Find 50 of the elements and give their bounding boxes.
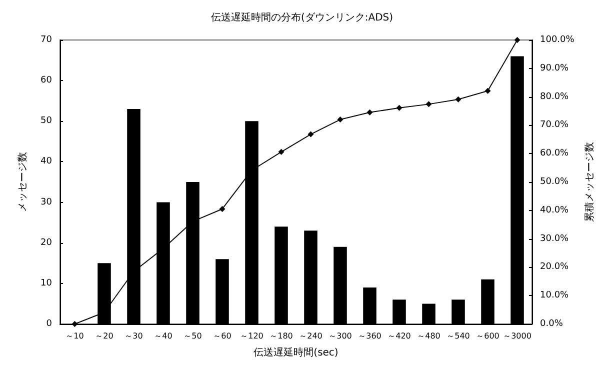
point	[455, 96, 462, 102]
y2-tick-label: 0.0%	[540, 319, 564, 329]
y2-tick-label: 80.0%	[540, 92, 570, 102]
x-tick-label: ～300	[328, 332, 352, 340]
y2-tick-label: 20.0%	[540, 262, 570, 272]
x-tick-label: ～600	[476, 332, 500, 340]
y-tick-label: 70	[40, 35, 52, 45]
x-tick-label: ～10	[66, 332, 84, 340]
y-tick-label: 0	[46, 319, 52, 329]
y2-tick-label: 70.0%	[540, 120, 570, 130]
y2-tick-label: 60.0%	[540, 148, 570, 159]
point	[366, 109, 373, 116]
x-axis-title: 伝送遅延時間(sec)	[254, 346, 338, 358]
x-tick-label: ～420	[388, 332, 411, 340]
x-tick-label: ～360	[358, 332, 382, 340]
x-tick-label: ～20	[95, 332, 114, 340]
chart-title: 伝送遅延時間の分布(ダウンリンク:ADS)	[210, 12, 394, 24]
y2-tick-label: 50.0%	[540, 177, 570, 187]
point	[72, 321, 78, 327]
x-tick-label: ～50	[184, 332, 202, 340]
y-tick-label: 50	[40, 116, 52, 126]
y2-axis-title: 累積メッセージ数	[584, 142, 596, 222]
point	[337, 116, 344, 123]
x-tick-label: ～30	[124, 332, 143, 340]
x-tick-label: ～240	[299, 332, 322, 340]
point	[308, 131, 314, 138]
point	[278, 148, 284, 155]
y2-tick-label: 40.0%	[540, 205, 570, 216]
point	[484, 88, 491, 94]
y-tick-label: 10	[40, 278, 52, 288]
x-tick-label: ～480	[417, 332, 440, 340]
y2-tick-label: 100.0%	[540, 35, 575, 45]
point	[426, 101, 432, 108]
x-tick-label: ～180	[270, 332, 293, 340]
y-axis-title: メッセージ数	[18, 152, 28, 212]
point	[219, 206, 226, 212]
x-tick-label: ～540	[446, 332, 470, 340]
y-tick-label: 30	[40, 197, 52, 208]
y-tick-label: 40	[40, 156, 52, 167]
point	[396, 104, 402, 111]
y2-tick-label: 30.0%	[540, 234, 570, 244]
point	[514, 37, 520, 43]
x-tick-label: ～60	[213, 332, 232, 340]
x-tick-label: ～120	[240, 332, 264, 340]
y-tick-label: 60	[40, 76, 52, 86]
y2-tick-label: 90.0%	[540, 63, 570, 74]
y-tick-label: 20	[40, 238, 52, 248]
y2-tick-label: 10.0%	[540, 290, 570, 301]
x-tick-label: ～3000	[503, 332, 532, 340]
x-tick-label: ～40	[154, 332, 172, 340]
